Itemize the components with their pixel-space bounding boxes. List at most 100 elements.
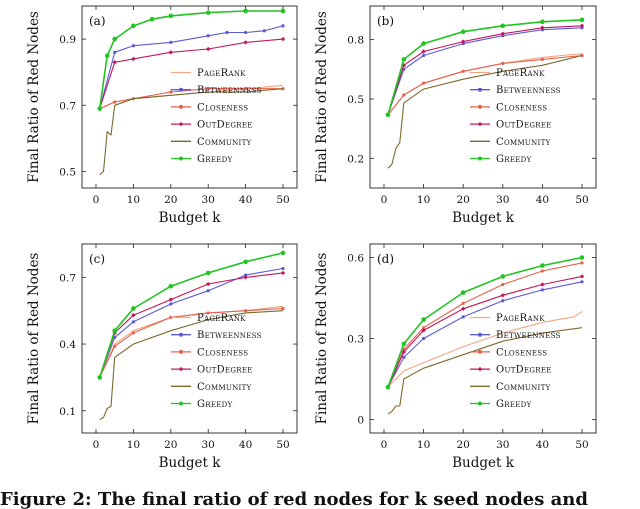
legend-marker-closeness xyxy=(478,104,482,109)
data-point-betweenness xyxy=(169,302,173,306)
legend-label-closeness: Closeness xyxy=(197,102,248,113)
x-tick-label: 50 xyxy=(276,194,289,206)
data-point-greedy xyxy=(112,36,117,42)
data-point-greedy xyxy=(401,341,407,347)
data-point-closeness xyxy=(169,90,173,94)
legend-marker-betweenness xyxy=(478,332,482,337)
data-point-greedy xyxy=(131,23,136,29)
data-point-greedy xyxy=(540,19,545,25)
data-point-closeness xyxy=(169,315,173,319)
data-point-greedy xyxy=(205,10,211,15)
x-tick-label: 0 xyxy=(93,194,100,206)
data-point-greedy xyxy=(385,112,391,118)
data-point-greedy xyxy=(131,306,136,311)
y-tick-label: 0.5 xyxy=(347,94,364,106)
data-point-greedy xyxy=(280,8,286,14)
y-tick-label: 0.8 xyxy=(347,35,364,47)
legend-marker-outdegree xyxy=(178,121,184,127)
figure-caption: Figure 2: The final ratio of red nodes f… xyxy=(0,489,588,509)
legend-label-betweenness: Betweenness xyxy=(197,85,262,96)
legend-label-community: Community xyxy=(197,382,252,393)
data-point-outdegree xyxy=(579,23,585,28)
chart-panel-1: 0 10 20 30 40 50 0.5 0.7 0.9 Budget k Final Ratio … xyxy=(26,5,298,226)
data-point-outdegree xyxy=(500,293,505,298)
legend-label-community: Community xyxy=(496,382,551,393)
data-point-greedy xyxy=(97,375,103,380)
legend-label-outdegree: OutDegree xyxy=(496,365,552,376)
x-tick-label: 30 xyxy=(202,439,215,451)
y-tick-label: 0.4 xyxy=(59,339,76,351)
x-tick-label: 30 xyxy=(496,439,509,451)
data-point-betweenness xyxy=(113,50,117,54)
data-point-greedy xyxy=(168,283,174,289)
data-point-outdegree xyxy=(540,282,545,287)
legend-label-pagerank: PageRank xyxy=(496,313,545,324)
x-tick-label: 30 xyxy=(496,194,509,206)
data-point-greedy xyxy=(243,259,248,265)
legend-label-greedy: Greedy xyxy=(197,399,233,410)
data-point-greedy xyxy=(579,17,585,23)
data-point-closeness xyxy=(131,331,135,335)
y-axis-label: Final Ratio of Red Nodes xyxy=(314,11,330,183)
series-line-community xyxy=(99,310,284,421)
y-tick-label: 0.9 xyxy=(59,34,76,46)
legend-label-community: Community xyxy=(197,137,252,148)
legend-marker-betweenness xyxy=(478,87,482,92)
series-line-outdegree xyxy=(99,38,284,109)
x-tick-label: 10 xyxy=(127,194,140,206)
legend-marker-closeness xyxy=(179,349,183,354)
x-tick-label: 40 xyxy=(536,439,549,451)
x-tick-label: 0 xyxy=(381,194,388,206)
data-point-greedy xyxy=(500,23,506,29)
series-line-community xyxy=(387,54,583,169)
legend-label-greedy: Greedy xyxy=(197,154,233,165)
data-point-outdegree xyxy=(206,281,211,287)
legend-label-pagerank: PageRank xyxy=(496,68,545,79)
x-tick-label: 10 xyxy=(417,439,430,451)
panel-label: (d) xyxy=(377,252,394,266)
x-tick-label: 20 xyxy=(164,439,177,451)
data-point-closeness xyxy=(402,347,406,351)
data-point-closeness xyxy=(580,261,584,265)
x-tick-label: 20 xyxy=(457,439,470,451)
data-point-betweenness xyxy=(461,315,465,319)
x-tick-label: 20 xyxy=(164,194,177,206)
legend-label-greedy: Greedy xyxy=(496,399,532,410)
data-point-greedy xyxy=(149,16,155,22)
panel-label: (c) xyxy=(89,252,105,266)
plot-frame xyxy=(369,243,597,434)
legend-marker-closeness xyxy=(478,349,482,354)
data-point-outdegree xyxy=(280,36,286,42)
data-point-outdegree xyxy=(243,40,248,45)
data-point-closeness xyxy=(206,87,210,91)
legend-marker-greedy xyxy=(478,401,482,406)
data-point-closeness xyxy=(501,282,505,287)
data-point-greedy xyxy=(540,263,545,268)
data-point-outdegree xyxy=(421,328,426,333)
data-point-closeness xyxy=(206,311,210,315)
data-point-betweenness xyxy=(169,40,173,45)
series-line-pagerank xyxy=(387,311,583,388)
x-axis-label: Budget k xyxy=(159,455,222,471)
legend-label-betweenness: Betweenness xyxy=(496,330,561,341)
series-line-community xyxy=(99,88,284,176)
data-point-greedy xyxy=(280,250,286,256)
legend: PageRank Betweenness Closeness OutDegree Com… xyxy=(470,68,560,165)
legend-marker-closeness xyxy=(179,104,183,109)
legend: PageRank Betweenness Closeness OutDegree Com… xyxy=(171,313,261,410)
data-point-greedy xyxy=(97,106,103,111)
legend-label-outdegree: OutDegree xyxy=(197,120,253,131)
plot-frame xyxy=(81,5,298,189)
y-axis-label: Final Ratio of Red Nodes xyxy=(26,11,42,183)
data-point-closeness xyxy=(461,69,465,73)
x-tick-label: 50 xyxy=(575,194,588,206)
data-point-closeness xyxy=(422,81,426,85)
data-point-closeness xyxy=(540,57,545,62)
data-point-betweenness xyxy=(422,336,426,341)
data-point-betweenness xyxy=(131,44,135,48)
data-point-outdegree xyxy=(421,49,426,54)
x-tick-label: 0 xyxy=(381,439,388,451)
data-point-greedy xyxy=(460,29,466,35)
data-point-greedy xyxy=(401,57,407,62)
